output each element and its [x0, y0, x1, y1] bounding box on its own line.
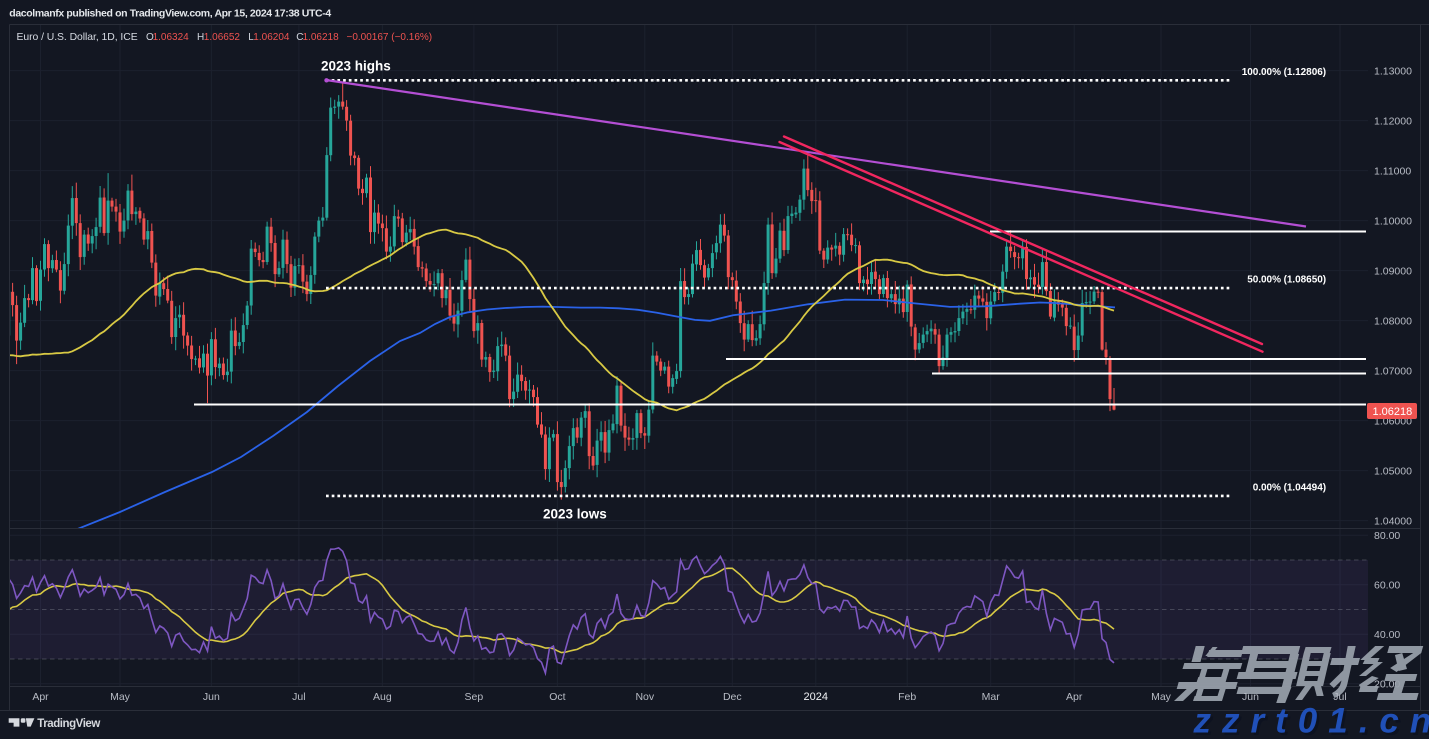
svg-text:1.11000: 1.11000 [1374, 165, 1411, 177]
svg-text:1.04000: 1.04000 [1374, 515, 1412, 527]
svg-text:Dec: Dec [723, 691, 742, 703]
svg-text:May: May [110, 691, 131, 703]
svg-text:dacolmanfx published on Tradin: dacolmanfx published on TradingView.com,… [9, 7, 331, 19]
svg-text:Jun: Jun [203, 691, 220, 703]
svg-text:Aug: Aug [373, 691, 392, 703]
svg-text:1.07000: 1.07000 [1374, 365, 1412, 377]
svg-text:1.10000: 1.10000 [1374, 215, 1412, 227]
svg-text:2024: 2024 [804, 691, 828, 703]
svg-text:50.00% (1.08650): 50.00% (1.08650) [1247, 275, 1326, 286]
svg-text:2023 highs: 2023 highs [321, 59, 391, 74]
svg-text:1.06218: 1.06218 [1373, 406, 1413, 418]
svg-text:zzrt01.cn: zzrt01.cn [1193, 702, 1429, 739]
svg-text:0.00% (1.04494): 0.00% (1.04494) [1253, 482, 1326, 493]
svg-text:Jun: Jun [1242, 691, 1259, 703]
svg-text:Nov: Nov [635, 691, 654, 703]
svg-text:Mar: Mar [982, 691, 1001, 703]
svg-text:1.09000: 1.09000 [1374, 265, 1412, 277]
svg-text:Euro / U.S. Dollar, 1D, ICE: Euro / U.S. Dollar, 1D, ICE [17, 32, 138, 43]
svg-text:100.00% (1.12806): 100.00% (1.12806) [1242, 67, 1326, 78]
svg-text:Jul: Jul [1333, 691, 1346, 703]
svg-text:20.00: 20.00 [1374, 679, 1400, 691]
svg-text:zzrt01.cn: zzrt01.cn [1195, 704, 1429, 739]
svg-text:Apr: Apr [32, 691, 49, 703]
svg-text:80.00: 80.00 [1374, 530, 1400, 542]
svg-text:Jul: Jul [292, 691, 305, 703]
svg-text:Sep: Sep [465, 691, 484, 703]
svg-text:Oct: Oct [549, 691, 565, 703]
svg-text:1.12000: 1.12000 [1374, 115, 1412, 127]
svg-text:60.00: 60.00 [1374, 580, 1400, 592]
svg-text:2023 lows: 2023 lows [543, 507, 607, 522]
svg-text:Apr: Apr [1066, 691, 1083, 703]
svg-text:1.13000: 1.13000 [1374, 65, 1412, 77]
svg-text:1.08000: 1.08000 [1374, 315, 1412, 327]
svg-text:Feb: Feb [898, 691, 916, 703]
svg-text:May: May [1151, 691, 1172, 703]
svg-text:40.00: 40.00 [1374, 629, 1400, 641]
svg-text:TradingView: TradingView [37, 718, 100, 730]
svg-text:1.05000: 1.05000 [1374, 465, 1412, 477]
